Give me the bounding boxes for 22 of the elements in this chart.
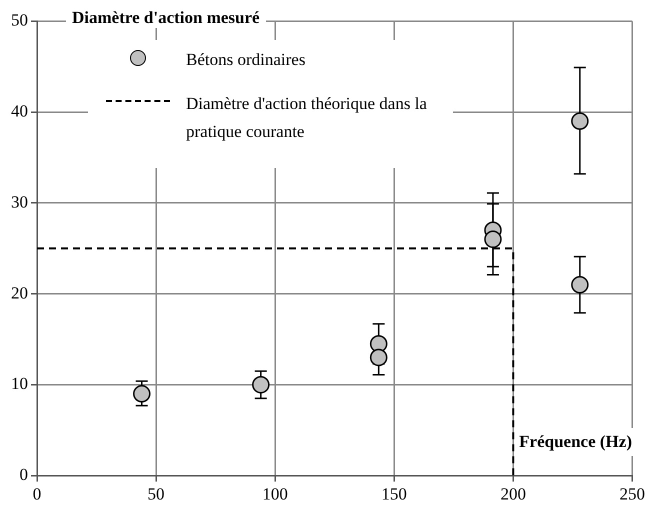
point bbox=[252, 376, 270, 394]
y-tick-label: 30 bbox=[11, 192, 28, 212]
point bbox=[484, 230, 502, 248]
y-tick-label: 50 bbox=[11, 10, 28, 30]
point bbox=[133, 385, 151, 403]
point bbox=[571, 112, 589, 130]
x-axis-title: Fréquence (Hz) bbox=[515, 428, 636, 456]
x-tick-label: 200 bbox=[500, 484, 526, 504]
x-tick-label: 0 bbox=[32, 484, 42, 504]
point bbox=[370, 348, 388, 366]
x-tick-label: 150 bbox=[381, 484, 407, 504]
legend-label: Diamètre d'action théorique dans la pratique courante bbox=[186, 93, 428, 143]
x-tick-label: 250 bbox=[620, 484, 645, 504]
y-tick-label: 0 bbox=[20, 465, 28, 484]
x-tick-label: 100 bbox=[262, 484, 288, 504]
x-tick-label: 50 bbox=[148, 484, 165, 504]
y-tick-label: 40 bbox=[11, 102, 28, 121]
legend-label: Bétons ordinaires bbox=[186, 49, 306, 71]
y-tick-label: 20 bbox=[11, 283, 28, 302]
y-tick-label: 10 bbox=[11, 374, 28, 394]
y-axis-title: Diamètre d'action mesuré bbox=[66, 8, 266, 28]
point bbox=[571, 276, 589, 294]
